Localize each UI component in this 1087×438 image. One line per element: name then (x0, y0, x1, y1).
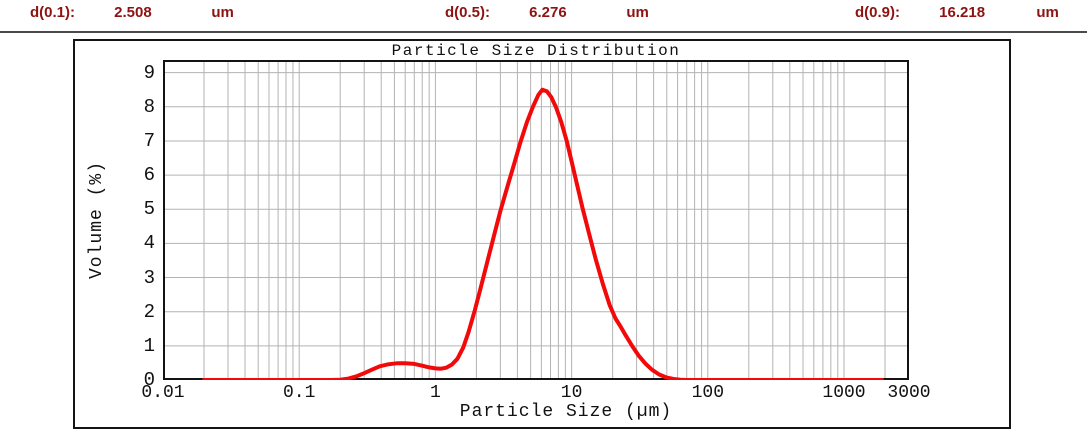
x-tick-label: 10 (560, 383, 583, 403)
stat-value: 16.218 (939, 4, 986, 21)
x-tick-label: 0.01 (141, 383, 185, 403)
plot-area (163, 60, 909, 380)
chart-title: Particle Size Distribution (391, 42, 681, 60)
header-stat-d90: d(0.9): 16.218 um (855, 4, 1059, 21)
x-tick-label: 1 (429, 383, 441, 403)
stat-label: d(0.1): (30, 4, 75, 21)
y-tick-label: 1 (143, 334, 155, 357)
chart-frame (73, 39, 1011, 429)
y-tick-label: 3 (143, 266, 155, 289)
y-tick-label: 2 (143, 300, 155, 323)
y-axis-title: Volume (%) (87, 160, 107, 280)
stat-label: d(0.5): (445, 4, 490, 21)
y-tick-label: 6 (143, 164, 155, 187)
y-tick-label: 9 (143, 61, 155, 84)
x-tick-label: 100 (691, 383, 724, 403)
distribution-curve (202, 87, 884, 380)
y-tick-label: 4 (143, 232, 155, 255)
header-stat-d10: d(0.1): 2.508 um (30, 4, 234, 21)
header-stat-d50: d(0.5): 6.276 um (445, 4, 649, 21)
stat-unit: um (1036, 4, 1059, 21)
x-tick-label: 1000 (822, 383, 866, 403)
stat-label: d(0.9): (855, 4, 900, 21)
y-tick-label: 8 (143, 95, 155, 118)
x-axis-title: Particle Size (µm) (459, 402, 673, 422)
x-tick-label: 0.1 (282, 383, 316, 403)
x-tick-label: 3000 (887, 383, 931, 403)
plot-border (163, 60, 909, 380)
stat-unit: um (211, 4, 234, 21)
stat-unit: um (626, 4, 649, 21)
stat-value: 6.276 (529, 4, 567, 21)
header-divider (0, 31, 1087, 33)
y-tick-label: 7 (143, 129, 155, 152)
y-tick-label: 5 (143, 198, 155, 221)
y-tick-label: 0 (143, 369, 155, 391)
stat-value: 2.508 (114, 4, 152, 21)
